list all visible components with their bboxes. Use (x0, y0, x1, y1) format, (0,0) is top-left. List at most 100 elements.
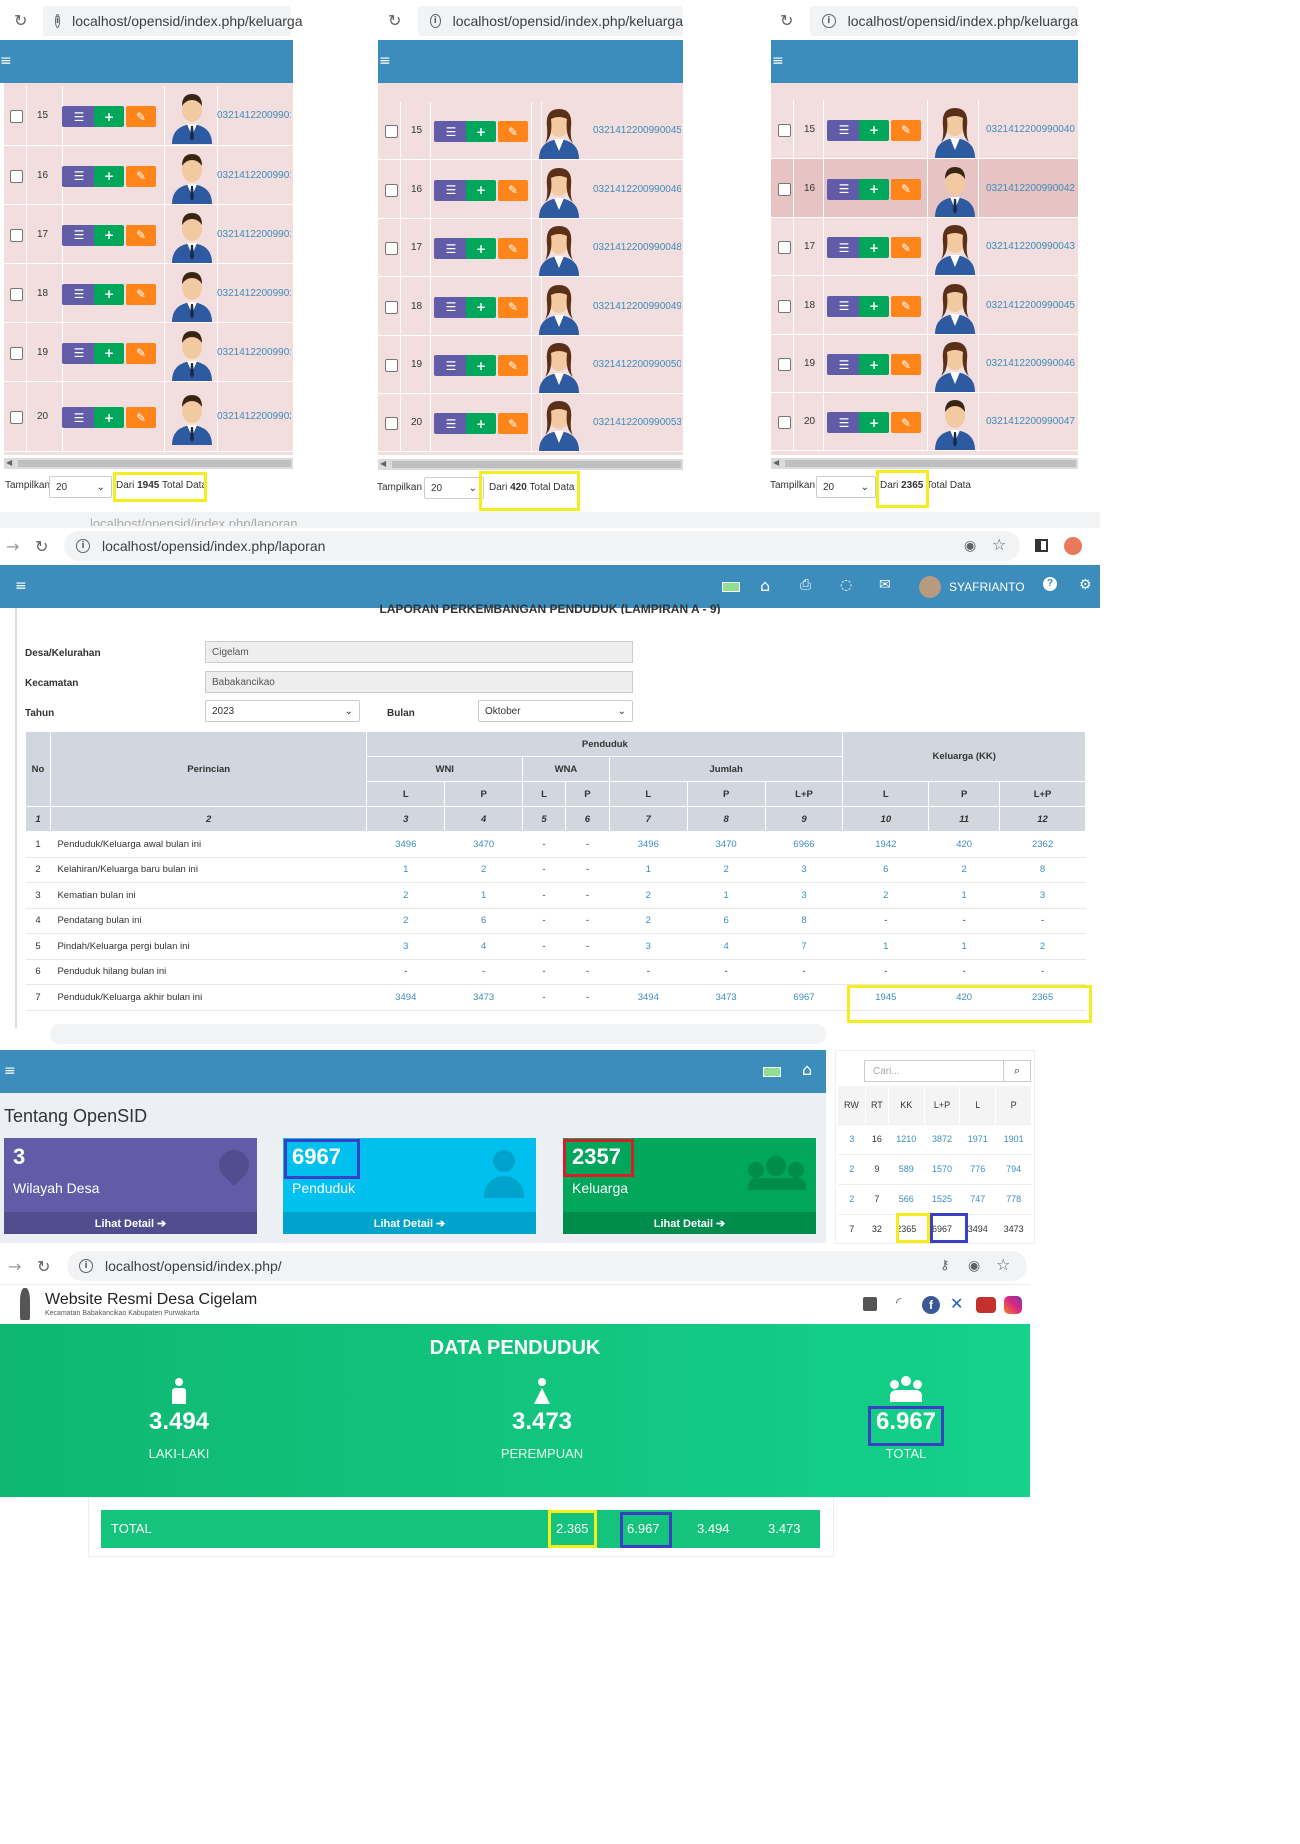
row-checkbox[interactable] (778, 416, 791, 429)
add-button[interactable]: + (94, 224, 124, 246)
sidebar-icon[interactable] (1035, 539, 1048, 552)
add-button[interactable]: + (859, 354, 889, 375)
table-row[interactable]: 16 ☰ + ✎ 0321412200990046 (378, 160, 683, 219)
bank-icon[interactable]: ⌂ (760, 576, 771, 595)
nik-link[interactable]: 0321412200990046 (593, 183, 681, 195)
address-bar[interactable]: i localhost/opensid/index.php/keluarga (810, 6, 1078, 36)
detail-button[interactable]: ☰ (62, 165, 96, 187)
row-value[interactable]: 3 (609, 933, 688, 960)
edit-button[interactable]: ✎ (126, 407, 156, 428)
search-input[interactable]: Cari... (864, 1060, 1004, 1082)
nik-link[interactable]: 0321412200990050 (593, 359, 681, 370)
nik-link[interactable]: 0321412200990040 (986, 123, 1075, 135)
row-value[interactable]: 3 (765, 882, 843, 909)
row-checkbox[interactable] (778, 299, 791, 313)
detail-button[interactable]: ☰ (62, 224, 96, 246)
row-value[interactable]: 2365 (999, 984, 1086, 1011)
add-button[interactable]: + (859, 295, 889, 317)
page-size-select[interactable]: 20 ⌄ (816, 476, 876, 498)
reload-icon[interactable]: ↻ (35, 537, 49, 556)
table-row[interactable]: 20 ☰ + ✎ 0321412200990053 (378, 394, 683, 452)
row-checkbox[interactable] (10, 411, 23, 424)
row-value[interactable]: 2 (366, 908, 445, 934)
horizontal-scrollbar[interactable]: ◀ (4, 458, 293, 469)
row-value[interactable]: 3470 (444, 831, 523, 858)
row-value[interactable]: 2 (928, 857, 1000, 883)
star-icon[interactable]: ☆ (992, 535, 1007, 554)
back-icon[interactable]: → (8, 1257, 22, 1276)
eye-icon[interactable]: ◉ (964, 538, 977, 554)
add-button[interactable]: + (94, 165, 124, 187)
table-row[interactable]: 15 ☰ + ✎ 0321412200990045 (378, 102, 683, 160)
key-icon[interactable]: ⚷ (940, 1258, 950, 1273)
detail-button[interactable]: ☰ (62, 407, 96, 428)
nik-link[interactable]: 0321412200990046 (986, 358, 1075, 369)
menu-toggle-icon[interactable]: ≡ (0, 53, 12, 69)
table-row[interactable]: 20 ☰ + ✎ 0321412200990047 (771, 393, 1078, 451)
eye-icon[interactable]: ◉ (968, 1258, 981, 1274)
reload-icon[interactable]: ↻ (37, 1257, 51, 1276)
info-icon[interactable]: i (76, 539, 90, 553)
row-checkbox[interactable] (778, 123, 791, 137)
back-icon[interactable]: → (6, 537, 20, 556)
row-checkbox[interactable] (385, 359, 398, 372)
edit-button[interactable]: ✎ (891, 295, 921, 317)
detail-button[interactable]: ☰ (827, 354, 861, 375)
row-value[interactable]: 6966 (765, 831, 843, 858)
row-value[interactable]: 3494 (609, 984, 688, 1011)
row-value[interactable]: 2 (609, 882, 688, 909)
row-value[interactable]: 3 (999, 882, 1086, 909)
info-icon[interactable]: i (822, 14, 836, 28)
scroll-left-icon[interactable]: ◀ (773, 458, 780, 467)
info-icon[interactable]: i (55, 14, 61, 28)
table-row[interactable]: 18 ☰ + ✎ 0321412200990049 (378, 277, 683, 336)
printer-icon[interactable]: ⎙ (800, 577, 812, 593)
row-checkbox[interactable] (10, 228, 23, 242)
table-row[interactable]: 15 ☰ + ✎ 032141220099015 (4, 86, 293, 146)
add-button[interactable]: + (859, 119, 889, 141)
edit-button[interactable]: ✎ (126, 342, 156, 364)
row-value[interactable]: 1 (444, 882, 523, 909)
add-button[interactable]: + (94, 407, 124, 428)
row-checkbox[interactable] (10, 287, 23, 301)
x-twitter-icon[interactable]: ✕ (950, 1294, 964, 1313)
row-value[interactable]: 6 (687, 908, 766, 934)
info-icon[interactable]: i (79, 1259, 93, 1273)
detail-button[interactable]: ☰ (434, 238, 468, 259)
add-button[interactable]: + (466, 179, 496, 201)
row-value[interactable]: 3470 (687, 831, 766, 858)
site-logo[interactable] (20, 1288, 30, 1320)
table-row[interactable]: 15 ☰ + ✎ 0321412200990040 (771, 100, 1078, 159)
address-bar[interactable]: i localhost/opensid/index.php/laporan (64, 531, 1020, 561)
row-value[interactable]: 1 (366, 857, 445, 883)
cell[interactable]: 2 (838, 1153, 866, 1184)
row-checkbox[interactable] (385, 125, 398, 138)
card-footer-link[interactable]: Lihat Detail ➔ (4, 1212, 257, 1234)
edit-button[interactable]: ✎ (891, 119, 921, 141)
horizontal-scrollbar[interactable]: ◀ (771, 458, 1078, 469)
detail-button[interactable]: ☰ (434, 179, 468, 201)
table-row[interactable]: 19 ☰ + ✎ 0321412200990050 (378, 336, 683, 394)
row-value[interactable]: 3496 (609, 831, 688, 858)
reload-icon[interactable]: ↻ (14, 11, 28, 30)
search-button[interactable]: ⌕ (1003, 1060, 1031, 1082)
page-size-select[interactable]: 20 ⌄ (424, 477, 484, 499)
detail-button[interactable]: ☰ (827, 237, 861, 258)
nik-link[interactable]: 0321412200990048 (593, 242, 681, 253)
row-checkbox[interactable] (10, 110, 23, 123)
row-value[interactable]: 3 (765, 857, 843, 883)
row-value[interactable]: 6967 (765, 984, 843, 1011)
row-value[interactable]: 3 (366, 933, 445, 960)
reload-icon[interactable]: ↻ (388, 11, 402, 30)
star-icon[interactable]: ☆ (996, 1255, 1011, 1274)
row-checkbox[interactable] (385, 417, 398, 430)
add-button[interactable]: + (94, 283, 124, 305)
edit-button[interactable]: ✎ (126, 283, 156, 305)
row-value[interactable]: 3473 (687, 984, 766, 1011)
nik-link[interactable]: 0321412200990045 (593, 125, 681, 136)
